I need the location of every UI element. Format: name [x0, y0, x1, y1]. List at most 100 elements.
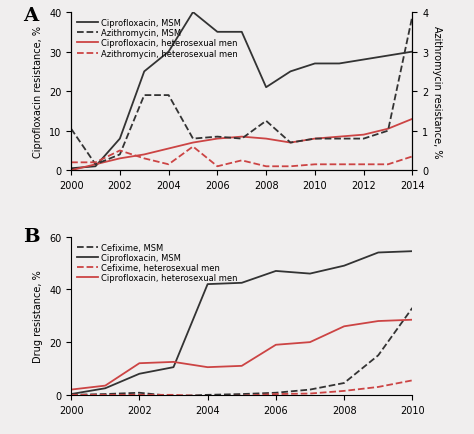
- Cefixime, heterosexual men: [341, 388, 347, 394]
- Cefixime, MSM: [239, 391, 245, 397]
- Line: Azithromycin, heterosexual men: Azithromycin, heterosexual men: [71, 147, 412, 167]
- Cefixime, heterosexual men: [410, 378, 415, 383]
- Ciprofloxacin, heterosexual men: [141, 152, 147, 158]
- Cefixime, heterosexual men: [239, 393, 245, 398]
- Line: Ciprofloxacin, heterosexual men: Ciprofloxacin, heterosexual men: [71, 320, 412, 390]
- Ciprofloxacin, heterosexual men: [239, 135, 245, 140]
- Azithromycin, heterosexual men: [337, 162, 342, 168]
- Cefixime, heterosexual men: [171, 392, 176, 398]
- Azithromycin, heterosexual men: [92, 160, 98, 165]
- Ciprofloxacin, heterosexual men: [288, 141, 293, 146]
- Azithromycin, MSM: [385, 129, 391, 134]
- Y-axis label: Azithromycin resistance, %: Azithromycin resistance, %: [432, 26, 442, 158]
- Ciprofloxacin, heterosexual men: [239, 363, 245, 368]
- Ciprofloxacin, heterosexual men: [385, 127, 391, 132]
- Azithromycin, MSM: [92, 162, 98, 168]
- Cefixime, heterosexual men: [102, 392, 108, 398]
- Cefixime, MSM: [68, 392, 74, 398]
- Azithromycin, heterosexual men: [361, 162, 366, 168]
- Text: B: B: [23, 228, 40, 246]
- Azithromycin, heterosexual men: [117, 148, 123, 154]
- Ciprofloxacin, heterosexual men: [375, 319, 381, 324]
- Ciprofloxacin, heterosexual men: [215, 137, 220, 142]
- Y-axis label: Ciprofloxacin resistance, %: Ciprofloxacin resistance, %: [34, 26, 44, 158]
- Azithromycin, heterosexual men: [263, 164, 269, 170]
- Azithromycin, heterosexual men: [385, 162, 391, 168]
- Cefixime, MSM: [410, 306, 415, 311]
- Y-axis label: Drug resistance, %: Drug resistance, %: [34, 270, 44, 362]
- Ciprofloxacin, MSM: [273, 269, 279, 274]
- Azithromycin, MSM: [239, 137, 245, 142]
- Cefixime, MSM: [102, 391, 108, 397]
- Cefixime, MSM: [171, 394, 176, 399]
- Ciprofloxacin, heterosexual men: [361, 133, 366, 138]
- Cefixime, heterosexual men: [307, 391, 313, 396]
- Line: Ciprofloxacin, MSM: Ciprofloxacin, MSM: [71, 252, 412, 394]
- Azithromycin, heterosexual men: [141, 156, 147, 161]
- Ciprofloxacin, heterosexual men: [102, 383, 108, 388]
- Ciprofloxacin, heterosexual men: [68, 387, 74, 392]
- Cefixime, heterosexual men: [375, 385, 381, 390]
- Legend: Ciprofloxacin, MSM, Azithromycin, MSM, Ciprofloxacin, heterosexual men, Azithrom: Ciprofloxacin, MSM, Azithromycin, MSM, C…: [75, 17, 239, 60]
- Ciprofloxacin, heterosexual men: [166, 147, 172, 152]
- Ciprofloxacin, MSM: [117, 137, 123, 142]
- Cefixime, heterosexual men: [205, 394, 210, 399]
- Ciprofloxacin, MSM: [239, 280, 245, 286]
- Azithromycin, MSM: [263, 119, 269, 124]
- Azithromycin, MSM: [68, 127, 74, 132]
- Ciprofloxacin, heterosexual men: [273, 342, 279, 348]
- Ciprofloxacin, heterosexual men: [337, 135, 342, 140]
- Azithromycin, MSM: [166, 93, 172, 99]
- Ciprofloxacin, heterosexual men: [263, 137, 269, 142]
- Ciprofloxacin, MSM: [215, 30, 220, 35]
- Legend: Cefixime, MSM, Ciprofloxacin, MSM, Cefixime, heterosexual men, Ciprofloxacin, he: Cefixime, MSM, Ciprofloxacin, MSM, Cefix…: [75, 241, 239, 284]
- Cefixime, heterosexual men: [68, 392, 74, 398]
- Ciprofloxacin, heterosexual men: [205, 365, 210, 370]
- Ciprofloxacin, MSM: [361, 58, 366, 63]
- Cefixime, MSM: [273, 390, 279, 395]
- Text: A: A: [23, 7, 38, 25]
- Azithromycin, MSM: [361, 137, 366, 142]
- Cefixime, MSM: [341, 381, 347, 386]
- Ciprofloxacin, heterosexual men: [410, 317, 415, 322]
- Ciprofloxacin, MSM: [171, 365, 176, 370]
- Ciprofloxacin, MSM: [137, 372, 142, 377]
- Line: Cefixime, MSM: Cefixime, MSM: [71, 308, 412, 396]
- Ciprofloxacin, MSM: [92, 164, 98, 170]
- Azithromycin, heterosexual men: [215, 164, 220, 170]
- Ciprofloxacin, MSM: [341, 263, 347, 269]
- Azithromycin, MSM: [337, 137, 342, 142]
- Azithromycin, heterosexual men: [68, 160, 74, 165]
- Azithromycin, heterosexual men: [288, 164, 293, 170]
- Ciprofloxacin, MSM: [68, 166, 74, 171]
- Ciprofloxacin, MSM: [385, 54, 391, 59]
- Cefixime, MSM: [375, 353, 381, 358]
- Ciprofloxacin, MSM: [102, 386, 108, 391]
- Ciprofloxacin, heterosexual men: [137, 361, 142, 366]
- Cefixime, MSM: [205, 392, 210, 398]
- Azithromycin, MSM: [410, 14, 415, 20]
- Line: Ciprofloxacin, MSM: Ciprofloxacin, MSM: [71, 13, 412, 169]
- Ciprofloxacin, MSM: [190, 10, 196, 16]
- Ciprofloxacin, MSM: [375, 250, 381, 256]
- Azithromycin, heterosexual men: [239, 158, 245, 164]
- Ciprofloxacin, MSM: [288, 69, 293, 75]
- Ciprofloxacin, MSM: [166, 50, 172, 55]
- Line: Ciprofloxacin, heterosexual men: Ciprofloxacin, heterosexual men: [71, 119, 412, 171]
- Cefixime, MSM: [307, 387, 313, 392]
- Ciprofloxacin, MSM: [141, 69, 147, 75]
- Cefixime, MSM: [137, 390, 142, 395]
- Azithromycin, MSM: [312, 137, 318, 142]
- Ciprofloxacin, heterosexual men: [92, 162, 98, 168]
- Azithromycin, MSM: [141, 93, 147, 99]
- Ciprofloxacin, MSM: [410, 249, 415, 254]
- Ciprofloxacin, heterosexual men: [117, 156, 123, 161]
- Azithromycin, MSM: [215, 135, 220, 140]
- Ciprofloxacin, MSM: [307, 271, 313, 276]
- Azithromycin, heterosexual men: [190, 145, 196, 150]
- Azithromycin, heterosexual men: [312, 162, 318, 168]
- Ciprofloxacin, heterosexual men: [68, 168, 74, 174]
- Ciprofloxacin, heterosexual men: [341, 324, 347, 329]
- Line: Cefixime, heterosexual men: Cefixime, heterosexual men: [71, 381, 412, 396]
- Line: Azithromycin, MSM: Azithromycin, MSM: [71, 17, 412, 165]
